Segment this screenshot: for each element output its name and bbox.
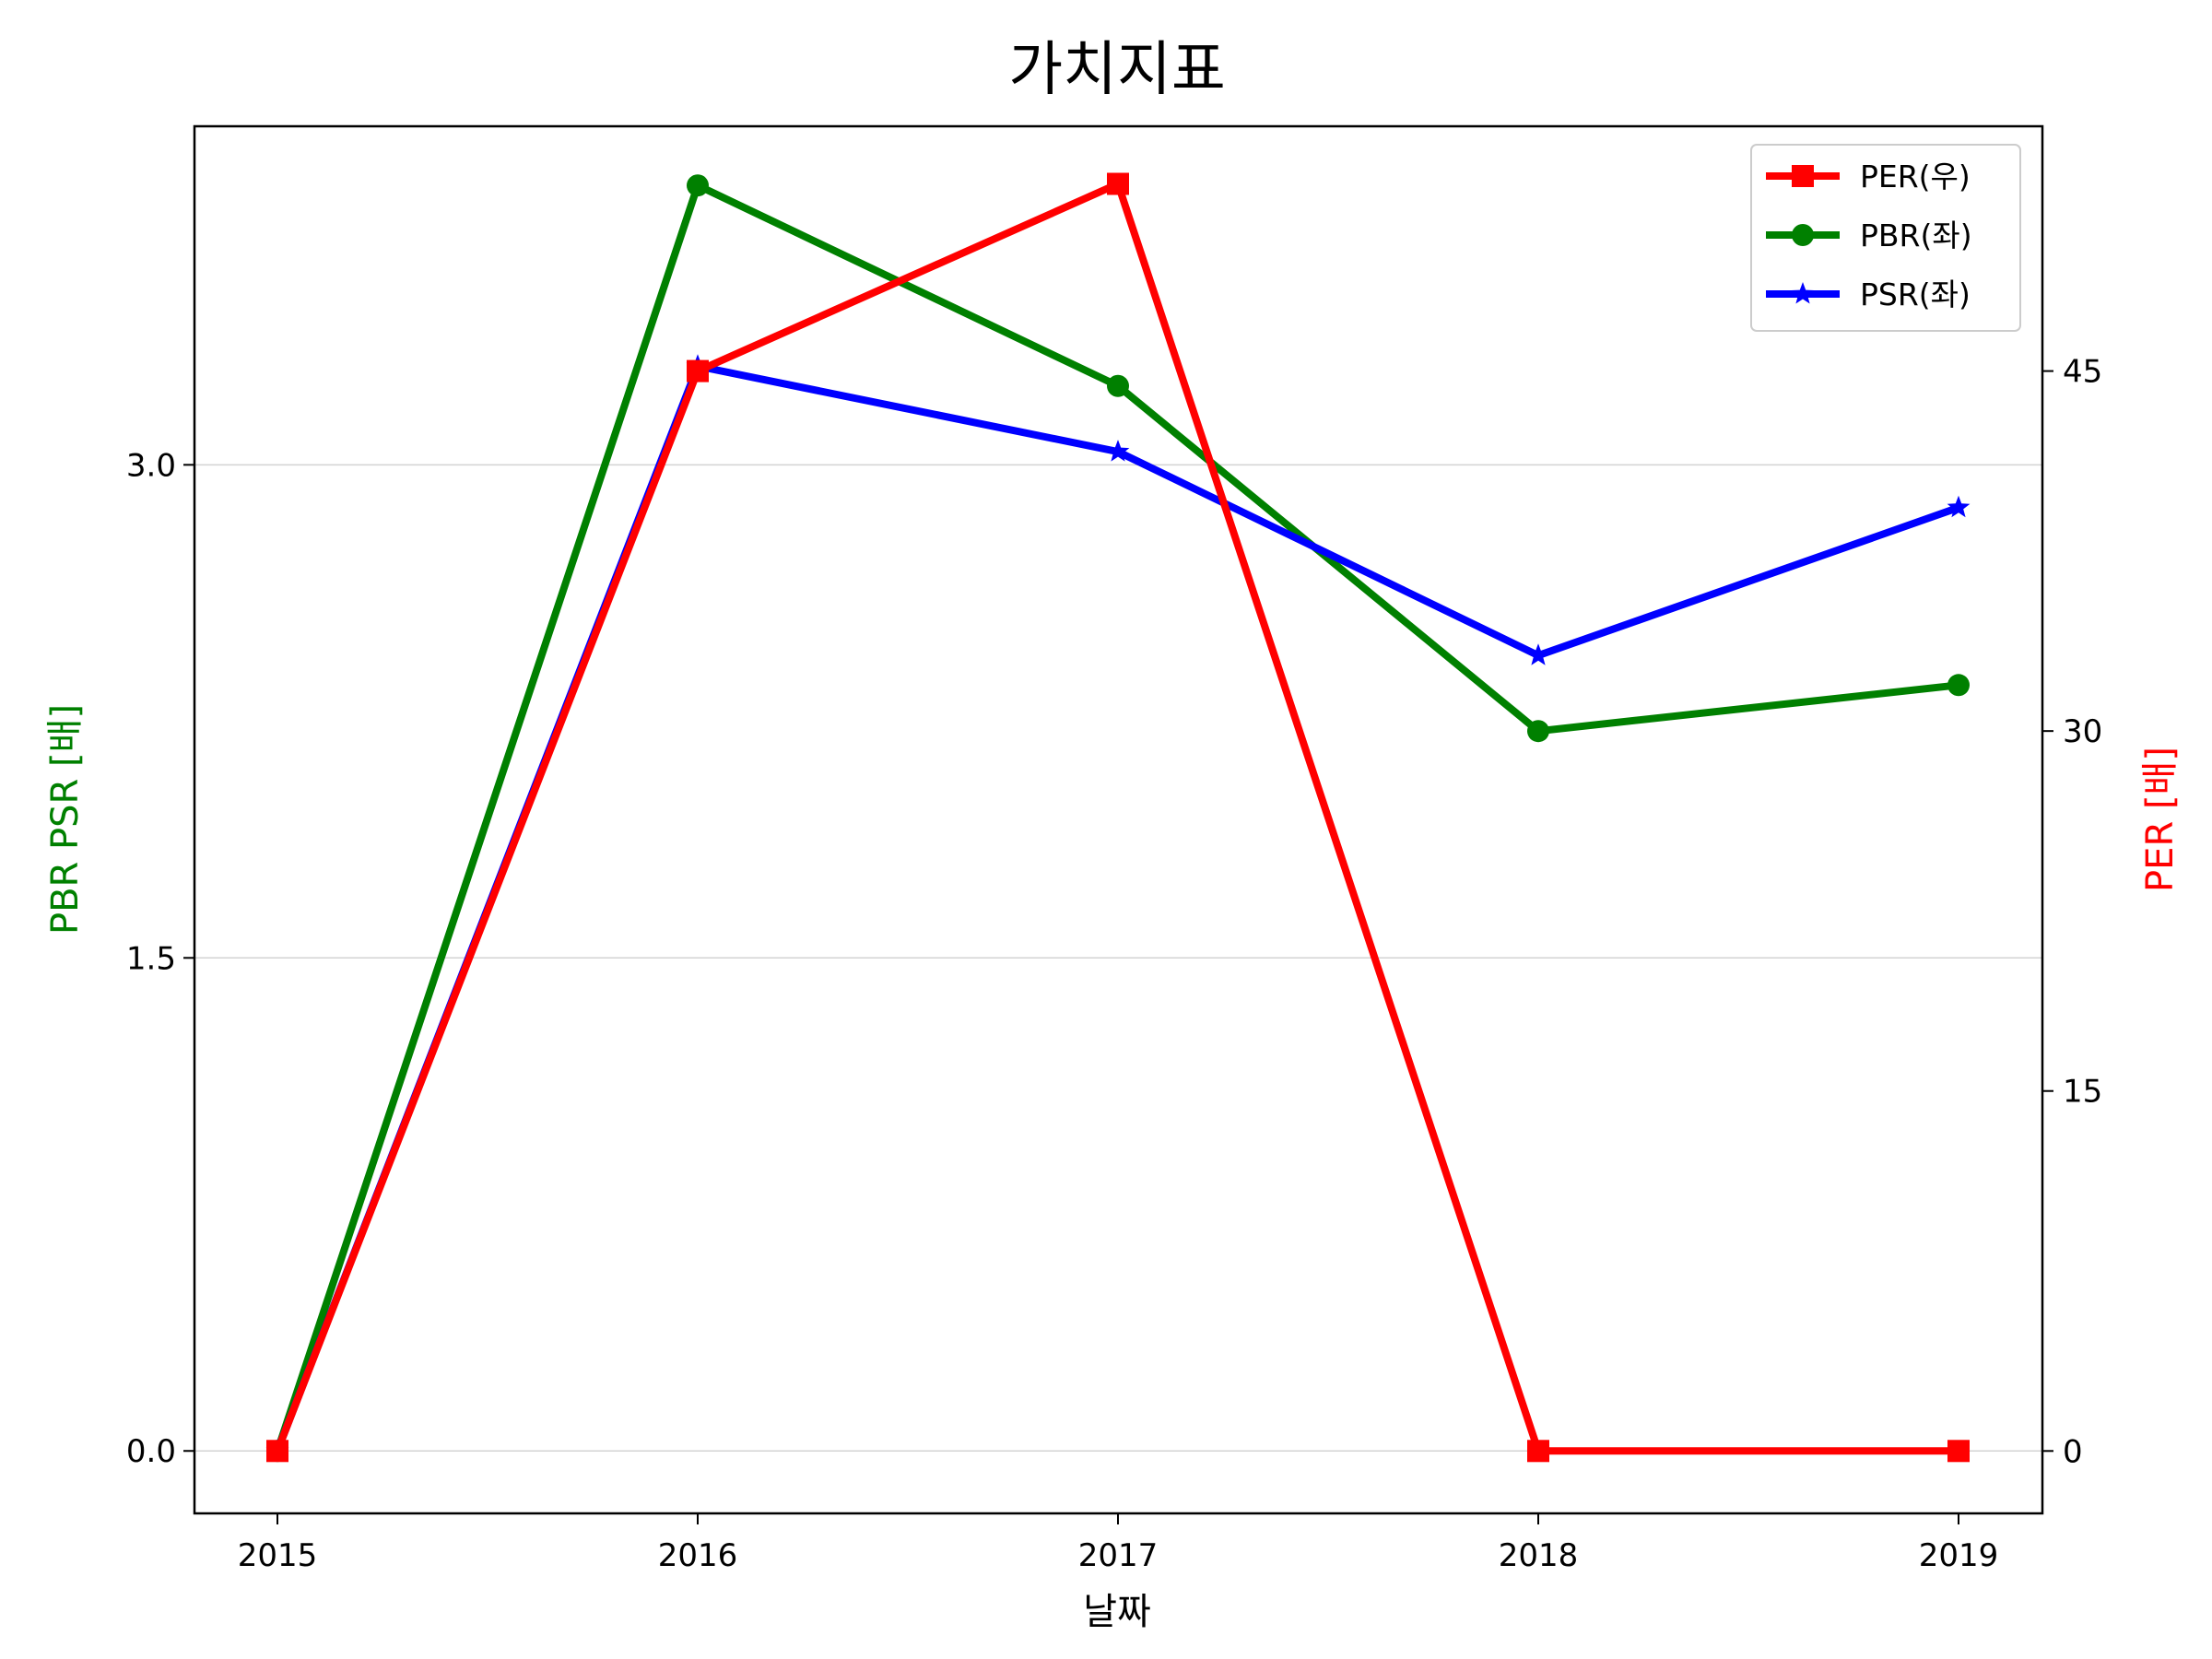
y-left-tick-label: 3.0 <box>126 447 176 484</box>
data-point <box>1947 1440 1970 1463</box>
y-axis-right-label: PER [배] <box>2139 747 2182 892</box>
y-left-tick-label: 1.5 <box>126 940 176 977</box>
y-right-tick-label: 0 <box>2063 1433 2083 1470</box>
legend-marker <box>1792 224 1814 246</box>
y-axis-left-label: PBR PSR [배] <box>44 704 87 935</box>
legend-entry: PER(우) <box>1766 159 1971 194</box>
x-tick-label: 2015 <box>238 1537 318 1574</box>
data-point <box>1106 440 1130 462</box>
legend-marker <box>1791 282 1815 304</box>
data-point <box>1527 1440 1549 1463</box>
data-point <box>1526 643 1550 665</box>
legend-entry: PBR(좌) <box>1766 218 1972 253</box>
data-point <box>1947 495 1971 518</box>
y-right-tick-label: 15 <box>2063 1074 2102 1111</box>
series-layer <box>265 172 1971 1463</box>
series-PER(우) <box>266 172 1970 1463</box>
data-point <box>1107 374 1129 397</box>
x-tick-label: 2017 <box>1078 1537 1159 1574</box>
x-tick-label: 2018 <box>1499 1537 1579 1574</box>
legend-entry: PSR(좌) <box>1766 276 1971 312</box>
legend-label: PSR(좌) <box>1860 276 1971 312</box>
chart-title: 가치지표 <box>1008 36 1226 104</box>
data-point <box>687 174 709 197</box>
legend-label: PBR(좌) <box>1860 218 1972 253</box>
y-left-tick-label: 0.0 <box>126 1433 176 1470</box>
data-point <box>1947 674 1970 697</box>
legend: PER(우) PBR(좌) PSR(좌) <box>1750 144 2021 332</box>
data-point <box>266 1440 288 1463</box>
data-point <box>1527 720 1549 743</box>
series-PBR(좌) <box>266 174 1970 1463</box>
axis-layer: 0.0 1.5 3.0 0 15 30 45 2015 2016 2017 2018 2019 <box>126 354 2102 1574</box>
y-right-tick-label: 30 <box>2063 713 2102 750</box>
x-tick-label: 2016 <box>658 1537 738 1574</box>
legend-marker <box>1792 165 1814 187</box>
data-point <box>1107 172 1129 195</box>
x-tick-label: 2019 <box>1919 1537 1999 1574</box>
y-right-tick-label: 45 <box>2063 354 2102 391</box>
legend-label: PER(우) <box>1860 159 1971 194</box>
data-point <box>687 359 709 382</box>
legend-box <box>1750 144 2021 332</box>
x-axis-label: 날짜 <box>1083 1591 1151 1633</box>
